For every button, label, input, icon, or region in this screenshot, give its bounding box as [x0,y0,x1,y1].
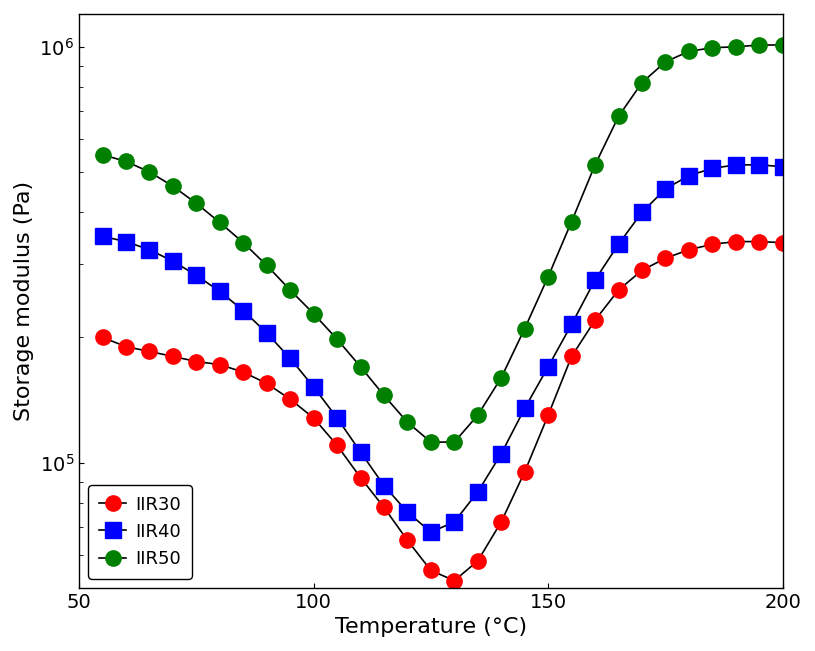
IIR30 [309,414,319,422]
Line: IIR50: IIR50 [95,37,791,450]
IIR40 [614,240,623,248]
IIR30 [755,238,764,245]
IIR30 [426,566,436,574]
IIR50 [262,262,271,270]
IIR50 [778,41,787,49]
IIR40 [379,482,389,490]
IIR40 [520,404,530,412]
IIR40 [778,163,787,171]
IIR30 [98,333,108,341]
IIR40 [121,238,131,245]
IIR50 [403,419,412,426]
IIR40 [262,329,271,337]
IIR30 [614,286,623,294]
IIR50 [684,48,694,55]
IIR30 [566,352,576,360]
IIR50 [496,374,506,381]
IIR50 [144,168,154,176]
IIR50 [660,58,670,66]
IIR50 [707,44,717,51]
Line: IIR30: IIR30 [95,234,791,589]
IIR50 [637,79,647,87]
IIR50 [333,335,342,343]
IIR40 [660,185,670,193]
IIR30 [238,368,248,376]
IIR50 [614,113,623,120]
IIR40 [637,208,647,216]
IIR30 [355,474,365,482]
IIR40 [566,320,576,328]
IIR30 [192,357,201,365]
IIR30 [144,348,154,355]
Line: IIR40: IIR40 [95,158,791,540]
IIR50 [168,182,178,190]
IIR50 [473,411,482,419]
IIR40 [544,363,553,370]
IIR40 [333,414,342,422]
IIR50 [566,217,576,225]
IIR30 [403,536,412,544]
IIR40 [496,450,506,458]
IIR40 [98,232,108,240]
IIR30 [520,468,530,476]
IIR30 [168,352,178,360]
IIR50 [755,41,764,49]
IIR40 [285,355,295,363]
IIR40 [426,528,436,536]
IIR50 [731,43,741,51]
IIR40 [707,165,717,173]
IIR30 [449,577,459,585]
IIR30 [262,380,271,387]
IIR40 [449,518,459,526]
IIR50 [449,438,459,446]
IIR50 [121,158,131,165]
IIR30 [496,518,506,526]
X-axis label: Temperature (°C): Temperature (°C) [335,617,527,637]
IIR30 [544,411,553,419]
IIR50 [285,286,295,294]
IIR30 [379,503,389,511]
IIR40 [755,161,764,169]
IIR40 [684,172,694,180]
IIR50 [520,325,530,333]
IIR50 [215,219,225,227]
IIR50 [590,161,600,169]
IIR40 [168,257,178,265]
IIR30 [333,441,342,449]
IIR50 [98,151,108,159]
IIR30 [473,557,482,565]
Y-axis label: Storage modulus (Pa): Storage modulus (Pa) [14,181,34,421]
IIR30 [684,246,694,254]
IIR30 [778,239,787,247]
IIR50 [355,363,365,370]
IIR40 [309,383,319,391]
IIR40 [215,288,225,296]
Legend: IIR30, IIR40, IIR50: IIR30, IIR40, IIR50 [88,485,192,579]
IIR30 [215,361,225,368]
IIR30 [285,395,295,403]
IIR50 [309,310,319,318]
IIR30 [707,240,717,248]
IIR40 [473,488,482,496]
IIR40 [355,448,365,456]
IIR40 [590,276,600,284]
IIR40 [731,161,741,169]
IIR50 [192,199,201,207]
IIR30 [660,255,670,262]
IIR50 [544,273,553,281]
IIR30 [637,266,647,274]
IIR40 [192,271,201,279]
IIR30 [590,316,600,324]
IIR50 [238,239,248,247]
IIR40 [238,307,248,314]
IIR40 [144,246,154,254]
IIR50 [379,391,389,399]
IIR40 [403,508,412,516]
IIR50 [426,438,436,446]
IIR30 [731,238,741,245]
IIR30 [121,342,131,350]
